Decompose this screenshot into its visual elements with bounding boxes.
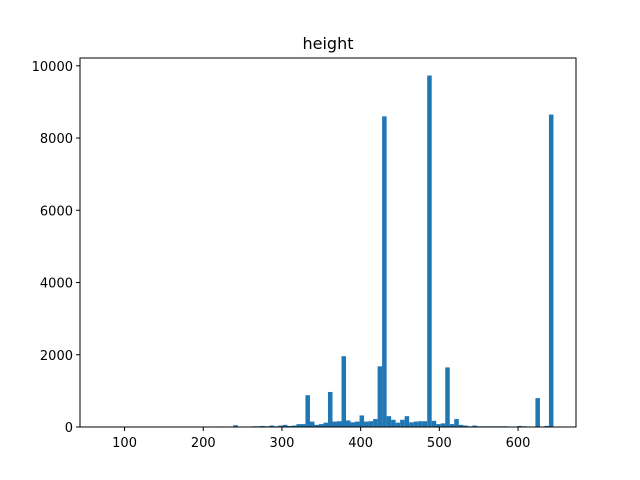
- bar: [463, 425, 468, 427]
- bar: [269, 425, 274, 427]
- bar: [427, 75, 432, 427]
- bar: [472, 425, 477, 427]
- y-tick-label: 8000: [40, 132, 73, 147]
- bar: [233, 425, 238, 427]
- bar: [373, 419, 378, 427]
- y-tick-label: 10000: [32, 60, 73, 75]
- bar: [548, 114, 554, 427]
- bar: [305, 395, 310, 427]
- bar: [323, 422, 328, 427]
- bar: [332, 421, 338, 427]
- x-tick-label: 100: [112, 436, 137, 451]
- bar: [544, 425, 549, 427]
- bar: [318, 424, 324, 427]
- chart-title: height: [303, 34, 354, 53]
- bar: [386, 416, 392, 427]
- bar: [355, 421, 360, 427]
- bar: [409, 422, 414, 427]
- bar: [364, 421, 369, 427]
- y-tick-label: 4000: [40, 277, 73, 292]
- x-tick-label: 600: [506, 436, 531, 451]
- bar: [377, 366, 383, 427]
- bar: [404, 416, 410, 427]
- bar: [260, 425, 265, 427]
- bar: [445, 367, 450, 427]
- bar: [382, 116, 387, 427]
- bar: [309, 421, 315, 427]
- bar: [350, 422, 356, 427]
- y-tick-label: 6000: [40, 204, 73, 219]
- bar: [278, 425, 283, 427]
- bar: [418, 421, 423, 427]
- bar: [359, 415, 365, 427]
- bar: [300, 424, 306, 427]
- y-tick-label: 0: [65, 421, 73, 436]
- bar: [287, 425, 292, 427]
- x-tick-label: 400: [348, 436, 373, 451]
- y-tick-label: 2000: [40, 349, 73, 364]
- bar: [368, 421, 374, 427]
- bar: [395, 422, 401, 427]
- bar: [314, 424, 319, 427]
- bar: [449, 424, 455, 427]
- bar: [440, 423, 446, 427]
- bar: [346, 420, 351, 427]
- bar: [291, 425, 297, 427]
- bar: [535, 398, 540, 427]
- bar: [517, 425, 522, 427]
- bar: [400, 419, 405, 427]
- bar: [391, 419, 396, 427]
- bar: [422, 421, 428, 427]
- bar: [328, 391, 333, 427]
- x-tick-label: 200: [191, 436, 216, 451]
- bar: [436, 424, 441, 427]
- bar: [458, 424, 464, 427]
- bar: [341, 356, 347, 427]
- bar: [296, 424, 301, 427]
- bar: [337, 421, 342, 427]
- bar: [413, 421, 419, 427]
- x-tick-label: 300: [270, 436, 295, 451]
- bar: [454, 419, 459, 427]
- plot-frame: [79, 57, 577, 428]
- bar: [282, 424, 288, 427]
- bar: [431, 420, 437, 427]
- x-tick-label: 500: [427, 436, 452, 451]
